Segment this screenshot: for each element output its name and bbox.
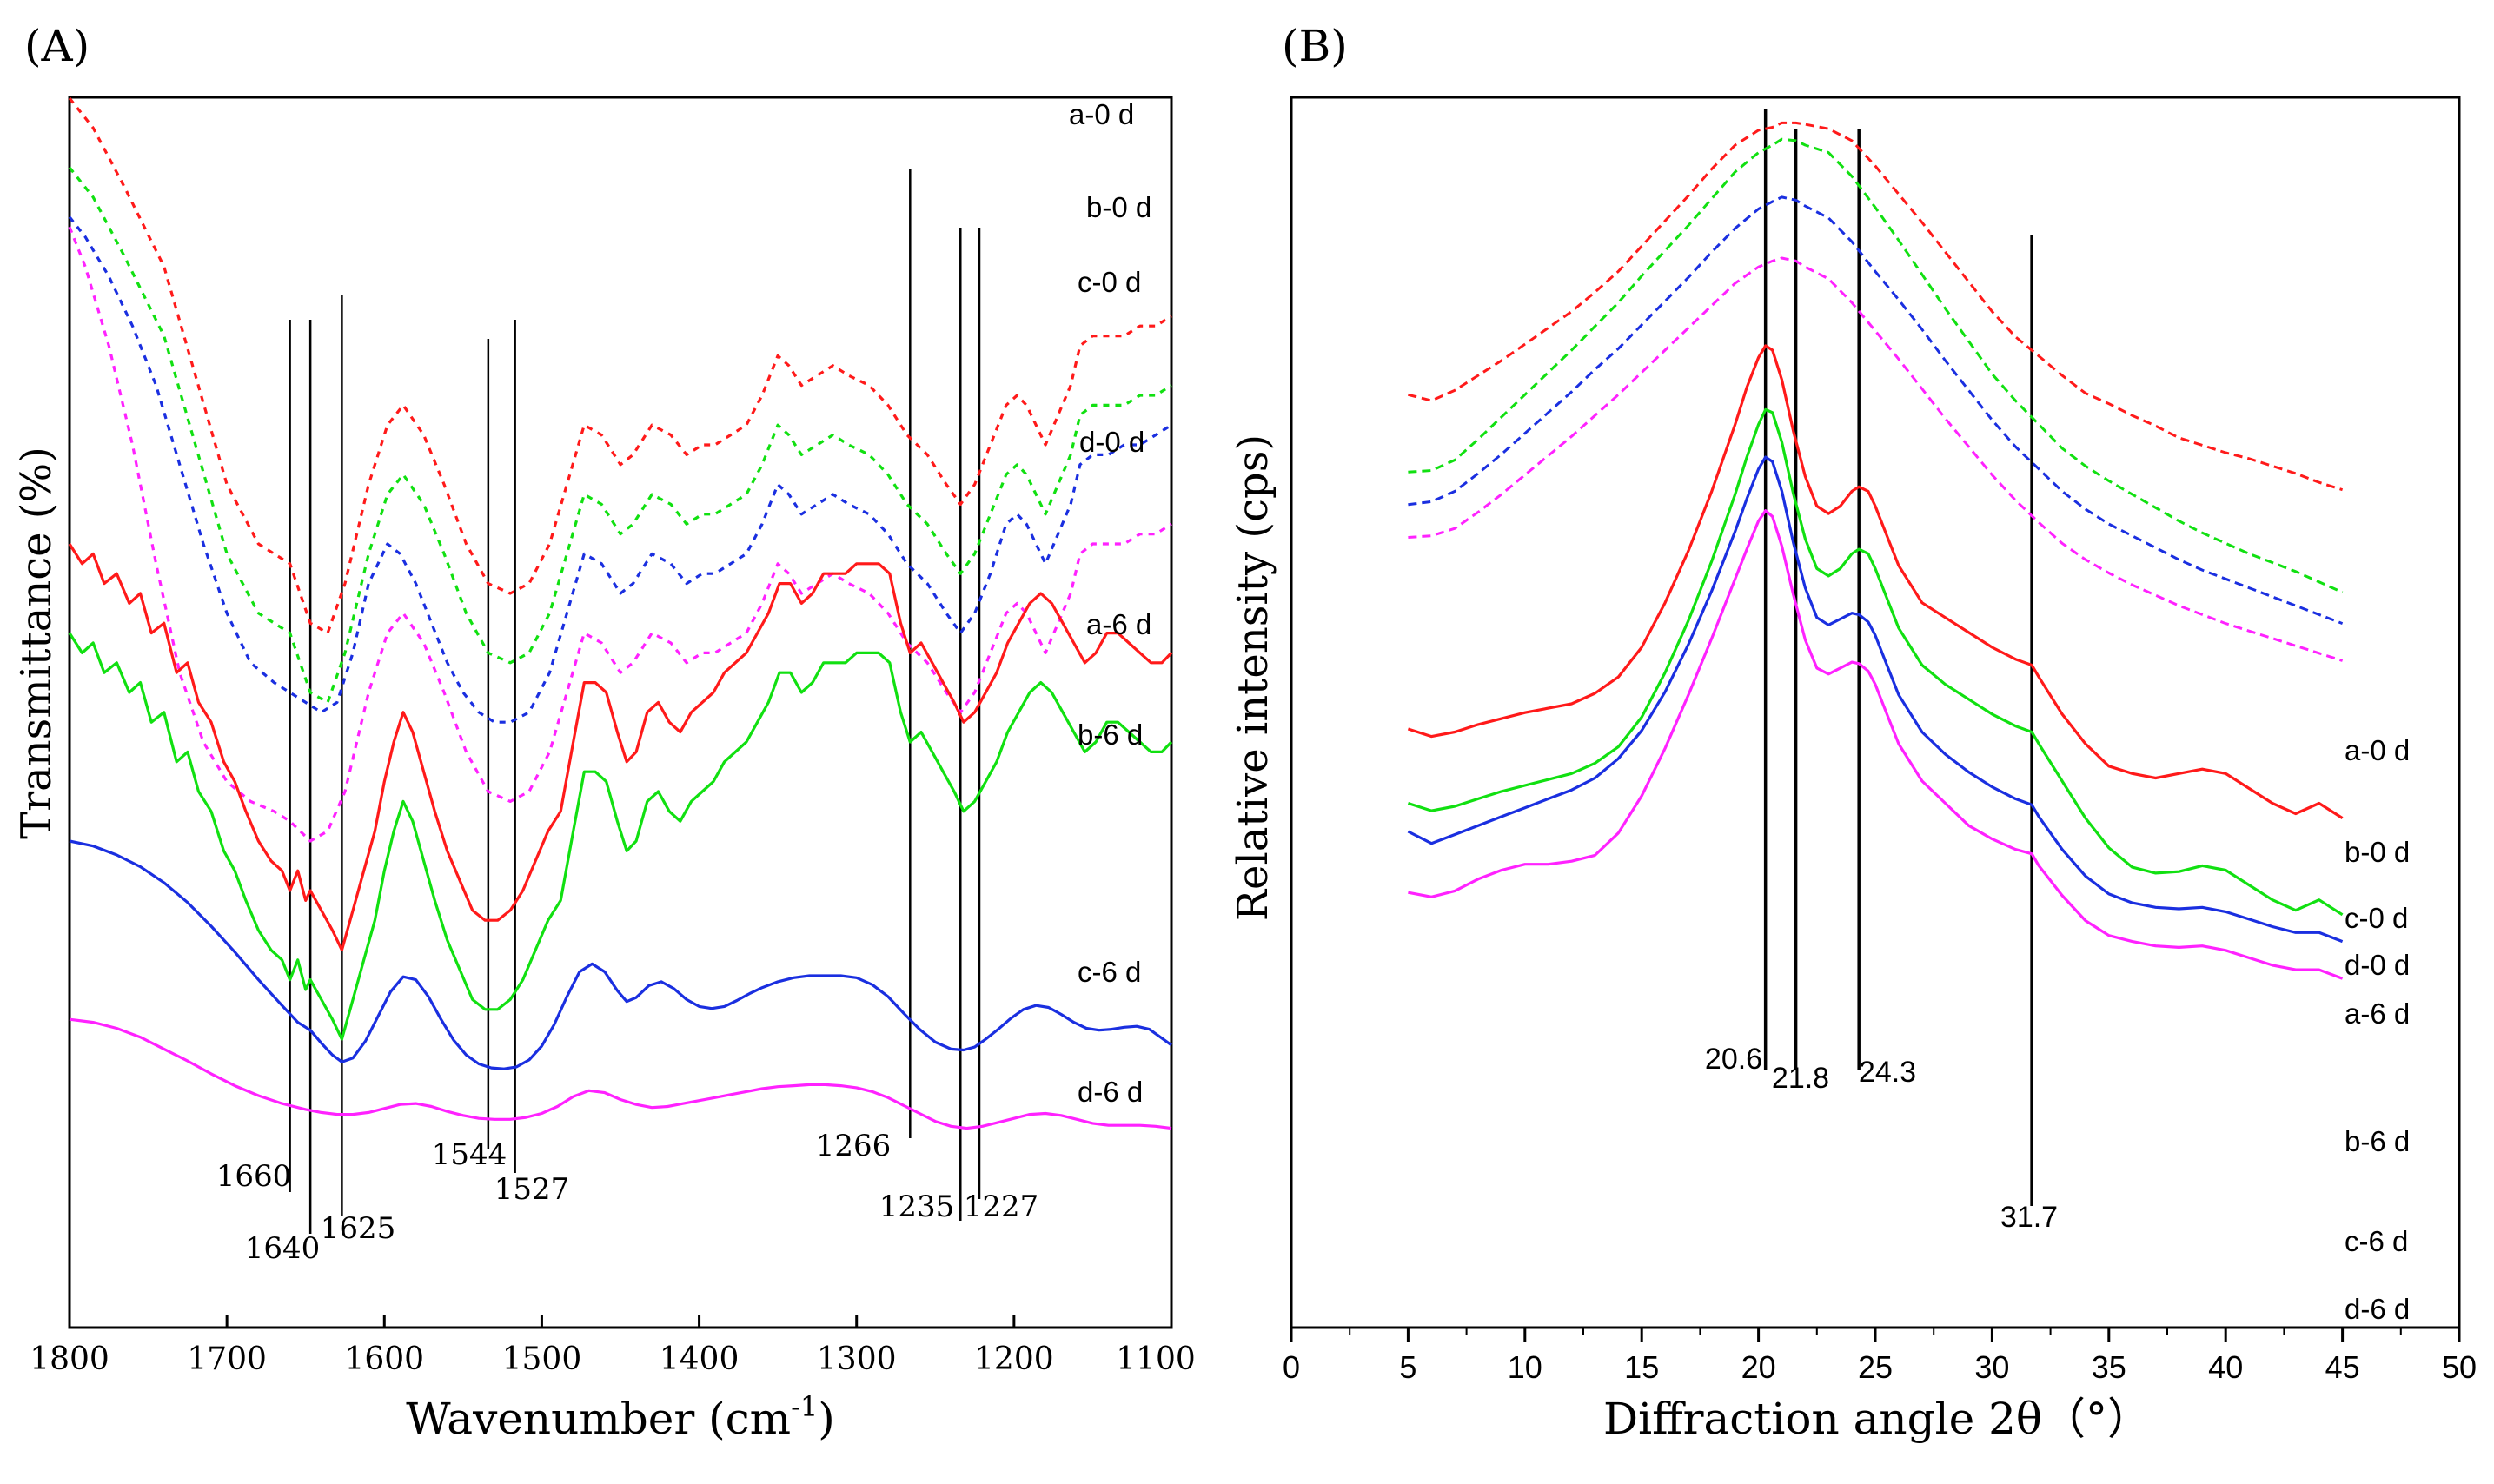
panel-a-series-d-6-d: [69, 1017, 1172, 1130]
panel-a-peak-label-1660: 1660: [216, 1159, 292, 1194]
panel-b-tick-label: 50: [2442, 1349, 2477, 1385]
panel-b-tick-label: 35: [2092, 1349, 2126, 1385]
panel-a-peak-label-1227: 1227: [964, 1189, 1039, 1224]
panel-b-series-labels: a-0 d b-0 d c-0 d d-0 d a-6 d b-6 d c-6 d d-6 d: [2345, 734, 2410, 1325]
panel-b-peak-label-31-7: 31.7: [2000, 1201, 2058, 1234]
panel-a-plot-frame: [68, 96, 1173, 1329]
panel-a-series-label-a-0-d: a-0 d: [1069, 98, 1134, 130]
panel-a-series-label-b-6-d: b-6 d: [1078, 719, 1143, 751]
panel-a-tick-label: 1800: [30, 1342, 109, 1377]
panel-a-tick-label: 1400: [660, 1342, 740, 1377]
panel-b-peak-label-21-8: 21.8: [1772, 1062, 1829, 1095]
panel-a-series-b-0-d: [68, 166, 1172, 705]
panel-b-series-b-6-d: [1407, 407, 2344, 917]
panel-a-series-c-0-d: [68, 215, 1172, 724]
panel-b-tick-label: 45: [2325, 1349, 2360, 1385]
panel-b-series-label-d-0-d: d-0 d: [2345, 949, 2410, 981]
panel-a-series-label-a-6-d: a-6 d: [1086, 608, 1151, 640]
panel-a-peak-label-1625: 1625: [321, 1211, 396, 1246]
panel-b: (B) 0 5 10 15 20 25 30 35 40 45 50 20.6 21.8 24.3 31.…: [1229, 21, 2477, 1444]
panel-b-series-d-0-d: [1408, 256, 2344, 662]
panel-b-series-label-b-0-d: b-0 d: [2345, 836, 2410, 868]
panel-b-series-a-6-d: [1407, 344, 2344, 819]
panel-a-series-a-0-d: [68, 97, 1172, 635]
panel-b-series-a-0-d: [1408, 121, 2344, 492]
panel-b-peak-label-24-3: 24.3: [1859, 1056, 1916, 1089]
panel-b-tick-label: 20: [1741, 1349, 1776, 1385]
panel-a-series-label-c-0-d: c-0 d: [1078, 266, 1141, 298]
panel-b-series-label-b-6-d: b-6 d: [2345, 1125, 2410, 1157]
panel-a-tick-label: 1500: [502, 1342, 582, 1377]
panel-b-tick-label: 5: [1399, 1349, 1416, 1385]
panel-b-y-axis-title: Relative intensity (cps): [1229, 434, 1277, 921]
panel-a: (A) 1800 1700 1600 1500 1400 1300 1200 1100 166…: [12, 21, 1196, 1444]
panel-a-x-axis: 1800 1700 1600 1500 1400 1300 1200 1100: [30, 1315, 1196, 1377]
panel-a-tick-label: 1300: [817, 1342, 897, 1377]
panel-a-tick-label: 1700: [187, 1342, 267, 1377]
panel-b-tick-label: 25: [1858, 1349, 1893, 1385]
panel-a-series-labels: a-0 d b-0 d c-0 d d-0 d a-6 d b-6 d c-6 d d-6 d: [1069, 98, 1151, 1108]
panel-b-series-label-a-6-d: a-6 d: [2345, 997, 2410, 1030]
panel-b-series-label-a-0-d: a-0 d: [2345, 734, 2410, 766]
panel-b-x-axis: 0 5 10 15 20 25 30 35 40 45 50: [1283, 1328, 2477, 1385]
panel-a-peak-label-1527: 1527: [494, 1172, 570, 1207]
panel-b-series-d-6-d: [1408, 509, 2344, 980]
panel-b-series-label-c-6-d: c-6 d: [2345, 1225, 2408, 1257]
panel-b-series-label-c-0-d: c-0 d: [2345, 902, 2408, 934]
panel-a-peak-label-1235: 1235: [879, 1189, 955, 1224]
panel-a-series-b-6-d: [68, 632, 1173, 1041]
panel-a-series-c-6-d: [69, 839, 1172, 1070]
panel-a-peak-label-1266: 1266: [816, 1129, 892, 1163]
panel-a-tick-label: 1600: [344, 1342, 424, 1377]
panel-b-label: (B): [1282, 21, 1348, 71]
panel-b-tick-label: 40: [2208, 1349, 2243, 1385]
panel-a-label: (A): [24, 21, 90, 71]
panel-a-x-axis-title: Wavenumber (cm-1): [406, 1390, 835, 1444]
panel-b-series: [1407, 121, 2344, 980]
panel-a-series-label-b-0-d: b-0 d: [1086, 191, 1151, 223]
panel-b-tick-label: 15: [1624, 1349, 1659, 1385]
panel-a-series-label-d-6-d: d-6 d: [1078, 1076, 1143, 1108]
panel-b-plot-frame: [1290, 96, 2461, 1329]
panel-a-tick-label: 1100: [1116, 1342, 1196, 1377]
panel-a-series-label-d-0-d: d-0 d: [1079, 426, 1144, 458]
panel-b-tick-label: 30: [1974, 1349, 2009, 1385]
panel-a-series-d-0-d: [68, 226, 1172, 843]
panel-b-series-c-6-d: [1407, 455, 2344, 944]
panel-b-peak-lines: 20.6 21.8 24.3 31.7: [1705, 109, 2058, 1234]
panel-b-tick-label: 10: [1508, 1349, 1542, 1385]
panel-a-peak-label-1544: 1544: [432, 1137, 507, 1172]
panel-b-series-c-0-d: [1408, 195, 2344, 626]
panel-b-peak-label-20-6: 20.6: [1705, 1043, 1762, 1076]
panel-b-tick-label: 0: [1283, 1349, 1300, 1385]
panel-a-series: [68, 97, 1173, 1130]
panel-b-series-label-d-6-d: d-6 d: [2345, 1293, 2410, 1325]
panel-a-peak-label-1640: 1640: [245, 1231, 321, 1266]
panel-a-series-label-c-6-d: c-6 d: [1078, 956, 1141, 988]
panel-b-x-axis-title: Diffraction angle 2θ（°）: [1603, 1394, 2151, 1444]
panel-b-series-b-0-d: [1408, 137, 2344, 594]
panel-a-y-axis-title: Transmittance (%): [12, 447, 61, 839]
panel-a-series-a-6-d: [68, 543, 1173, 952]
panel-a-tick-label: 1200: [974, 1342, 1054, 1377]
